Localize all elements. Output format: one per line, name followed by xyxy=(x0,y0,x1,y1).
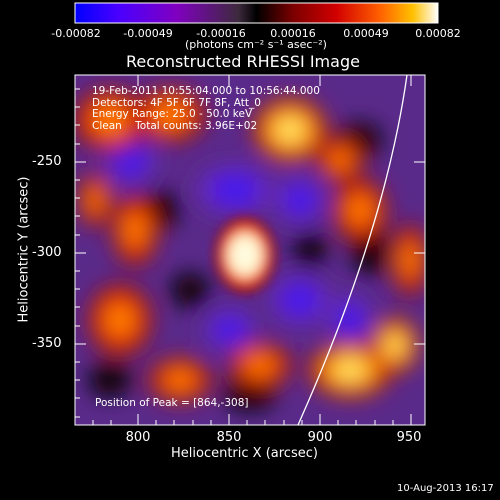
x-tick-label: 900 xyxy=(307,430,333,445)
colorbar xyxy=(74,2,439,24)
colorbar-tick-label: -0.00082 xyxy=(51,27,101,40)
colorbar-tick-label: 0.00016 xyxy=(270,27,316,40)
plot-frame xyxy=(74,74,426,426)
info-line-energy: Energy Range: 25.0 - 50.0 keV xyxy=(92,108,253,121)
y-tick-label: -300 xyxy=(32,245,62,260)
colorbar-tick-label: 0.00049 xyxy=(343,27,389,40)
colorbar-tick-label: -0.00016 xyxy=(196,27,246,40)
colorbar-units: (photons cm⁻² s⁻¹ asec⁻²) xyxy=(185,38,327,51)
y-tick-label: -350 xyxy=(32,336,62,351)
plot-title: Reconstructed RHESSI Image xyxy=(126,52,360,71)
colorbar-tick-label: -0.00049 xyxy=(123,27,173,40)
footer-timestamp: 10-Aug-2013 16:17 xyxy=(397,483,494,494)
rhessi-image xyxy=(75,75,425,425)
y-tick-label: -250 xyxy=(32,154,62,169)
x-axis-label: Heliocentric X (arcsec) xyxy=(171,446,318,461)
info-line-clean: Clean Total counts: 3.96E+02 xyxy=(92,119,258,132)
y-axis-label: Heliocentric Y (arcsec) xyxy=(16,176,32,323)
x-tick-label: 850 xyxy=(216,430,242,445)
info-line-time: 19-Feb-2011 10:55:04.000 to 10:56:44.000 xyxy=(92,85,320,97)
colorbar-tick-label: 0.00082 xyxy=(415,27,461,40)
peak-position-text: Position of Peak = [864,-308] xyxy=(95,397,249,409)
info-line-detectors: Detectors: 4F 5F 6F 7F 8F, Att_0 xyxy=(92,96,261,109)
x-tick-label: 800 xyxy=(125,430,151,445)
info-block: 19-Feb-2011 10:55:04.000 to 10:56:44.000… xyxy=(92,85,320,132)
x-tick-label: 950 xyxy=(396,430,422,445)
solar-limb-curve xyxy=(297,75,408,425)
